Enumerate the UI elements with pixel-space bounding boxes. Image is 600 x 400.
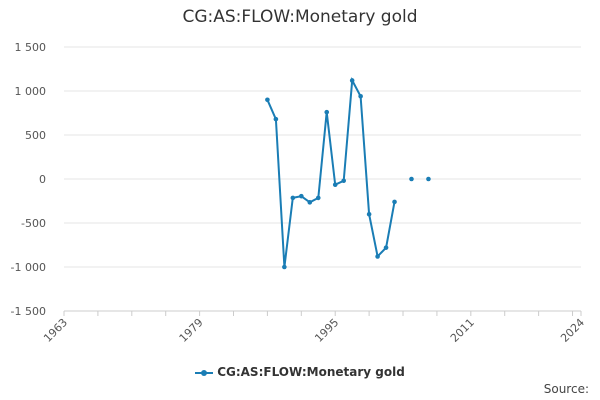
data-point: [307, 200, 313, 205]
data-point: [349, 78, 355, 83]
data-point: [315, 195, 321, 201]
data-point: [392, 199, 397, 205]
data-point: [341, 178, 346, 184]
legend-label: CG:AS:FLOW:Monetary gold: [217, 365, 405, 379]
data-point: [290, 195, 296, 201]
y-tick-label: -1 000: [11, 261, 46, 274]
data-point: [282, 264, 287, 270]
legend-line-marker-icon: [195, 368, 214, 378]
legend[interactable]: CG:AS:FLOW:Monetary gold: [0, 365, 600, 379]
data-point: [273, 116, 279, 122]
x-tick-label: 1995: [312, 316, 341, 345]
data-point: [358, 93, 363, 99]
x-tick-label: 2024: [558, 316, 587, 345]
y-tick-label: 500: [25, 129, 46, 142]
data-point: [375, 254, 380, 259]
y-tick-label: 1 500: [15, 41, 47, 54]
series-line: [266, 76, 396, 268]
source-label: Source:: [543, 382, 589, 396]
data-point: [409, 176, 414, 182]
chart-title: CG:AS:FLOW:Monetary gold: [182, 7, 418, 27]
data-point: [299, 193, 304, 199]
y-tick-label: -1 500: [11, 305, 46, 318]
x-tick-label: 1963: [41, 316, 70, 345]
data-point: [332, 182, 338, 188]
data-point: [324, 109, 330, 115]
y-tick-label: -500: [21, 217, 46, 230]
x-tick-label: 1979: [177, 316, 206, 345]
data-point: [383, 245, 389, 250]
data-point: [366, 211, 372, 217]
data-point: [426, 176, 431, 182]
data-point: [265, 97, 270, 103]
y-tick-label: 1 000: [15, 85, 47, 98]
x-tick-label: 2011: [448, 316, 477, 345]
y-tick-label: 0: [39, 173, 46, 186]
